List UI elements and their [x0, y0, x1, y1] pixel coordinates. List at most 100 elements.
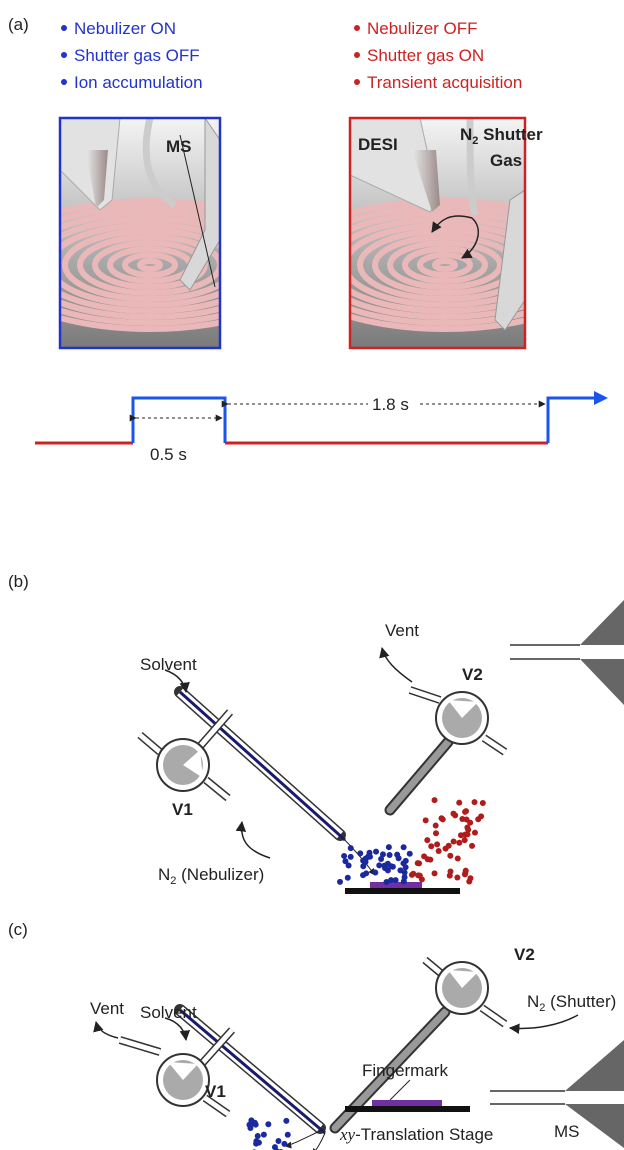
- droplet: [348, 845, 354, 851]
- image-label: MS: [166, 137, 192, 156]
- droplet: [472, 799, 478, 805]
- droplet: [390, 864, 396, 870]
- timing-label: 0.5 s: [150, 445, 187, 464]
- port-label: Vent: [385, 621, 419, 640]
- valve-label: V2: [462, 665, 483, 684]
- left-conditions: Nebulizer ON Shutter gas OFF Ion accumul…: [61, 19, 203, 92]
- droplet: [341, 853, 347, 859]
- droplet: [342, 858, 348, 864]
- droplet: [345, 875, 351, 881]
- droplet: [436, 848, 442, 854]
- droplet: [434, 841, 440, 847]
- condition: Nebulizer ON: [74, 19, 176, 38]
- droplet: [365, 853, 371, 859]
- droplet: [255, 1133, 261, 1139]
- image-label: Gas: [490, 151, 522, 170]
- droplet: [376, 862, 382, 868]
- image-label: DESI: [358, 135, 398, 154]
- droplet: [433, 830, 439, 836]
- droplet: [472, 830, 478, 836]
- droplet: [275, 1138, 281, 1144]
- droplet: [372, 870, 378, 876]
- droplet: [458, 832, 464, 838]
- droplet: [415, 872, 421, 878]
- droplet: [381, 863, 387, 869]
- droplet: [440, 816, 446, 822]
- droplet: [281, 1141, 287, 1147]
- droplet: [337, 879, 343, 885]
- droplet: [285, 1132, 291, 1138]
- droplet: [463, 868, 469, 874]
- droplet: [378, 856, 384, 862]
- timing-diagram: [35, 391, 608, 443]
- droplet: [447, 853, 453, 859]
- droplet: [384, 879, 390, 885]
- droplet: [432, 797, 438, 803]
- right-render: [285, 118, 605, 348]
- droplet: [348, 854, 354, 860]
- droplet: [469, 843, 475, 849]
- droplet: [397, 867, 403, 873]
- bullet: [354, 52, 360, 58]
- droplet: [428, 843, 434, 849]
- right-conditions: Nebulizer OFF Shutter gas ON Transient a…: [354, 19, 522, 92]
- droplet: [247, 1125, 253, 1131]
- panel-label: (a): [8, 15, 29, 34]
- droplet: [463, 808, 469, 814]
- droplet: [387, 852, 393, 858]
- droplet: [478, 813, 484, 819]
- droplet: [455, 856, 461, 862]
- droplet: [283, 1118, 289, 1124]
- stage-label: xy-Translation Stage: [339, 1125, 493, 1144]
- port-label: N2 (Nebulizer): [158, 865, 264, 887]
- valve-label: V1: [172, 800, 193, 819]
- droplet: [466, 879, 472, 885]
- left-render: [0, 118, 310, 348]
- timing-label: 1.8 s: [372, 395, 409, 414]
- valve-v2: [382, 648, 505, 810]
- condition: Ion accumulation: [74, 73, 203, 92]
- port-label: Vent: [90, 999, 124, 1018]
- droplet: [360, 858, 366, 864]
- droplet: [373, 849, 379, 855]
- figure: (a) Nebulizer ON Shutter gas OFF Ion acc…: [0, 0, 624, 1150]
- droplet: [446, 843, 452, 849]
- droplet: [401, 844, 407, 850]
- droplet: [425, 856, 431, 862]
- droplet: [403, 858, 409, 864]
- droplet: [261, 1132, 267, 1138]
- droplet: [450, 811, 456, 817]
- droplet: [480, 800, 486, 806]
- ms-label: MS: [554, 1122, 580, 1141]
- port-label: Solvent: [140, 655, 197, 674]
- droplets: [246, 1117, 290, 1150]
- droplet: [463, 817, 469, 823]
- droplet: [416, 860, 422, 866]
- bullet: [61, 52, 67, 58]
- bullet: [354, 25, 360, 31]
- panel-label: (c): [8, 920, 28, 939]
- droplet: [256, 1140, 262, 1146]
- droplet: [393, 877, 399, 883]
- condition: Shutter gas OFF: [74, 46, 200, 65]
- bullet: [61, 79, 67, 85]
- condition: Shutter gas ON: [367, 46, 484, 65]
- droplet: [357, 850, 363, 856]
- bullet: [61, 25, 67, 31]
- droplet: [456, 800, 462, 806]
- droplet: [396, 855, 402, 861]
- droplet: [448, 869, 454, 875]
- ms-inlet: [510, 600, 624, 705]
- droplet: [407, 851, 413, 857]
- droplet: [401, 878, 407, 884]
- droplet: [423, 817, 429, 823]
- droplet: [252, 1120, 258, 1126]
- panel-label: (b): [8, 572, 29, 591]
- droplet: [454, 875, 460, 881]
- bullet: [354, 79, 360, 85]
- droplet: [360, 863, 366, 869]
- valve-label: V2: [514, 945, 535, 964]
- valve-v2: [335, 960, 578, 1128]
- valve-v1: [140, 735, 228, 798]
- condition: Nebulizer OFF: [367, 19, 478, 38]
